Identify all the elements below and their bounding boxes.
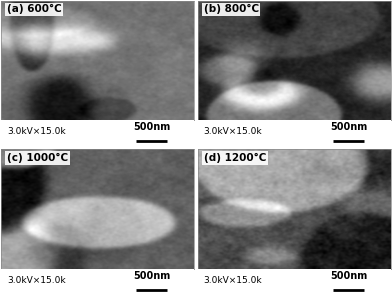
Text: 500nm: 500nm [133, 122, 170, 132]
Text: (d) 1200°C: (d) 1200°C [204, 153, 266, 163]
Text: 500nm: 500nm [330, 271, 367, 281]
Text: 3.0kV×15.0k: 3.0kV×15.0k [7, 127, 65, 136]
Text: 3.0kV×15.0k: 3.0kV×15.0k [204, 127, 262, 136]
Text: (a) 600°C: (a) 600°C [7, 4, 62, 14]
Text: 3.0kV×15.0k: 3.0kV×15.0k [7, 276, 65, 285]
Text: (c) 1000°C: (c) 1000°C [7, 153, 68, 163]
Text: 500nm: 500nm [330, 122, 367, 132]
Text: 500nm: 500nm [133, 271, 170, 281]
Text: 3.0kV×15.0k: 3.0kV×15.0k [204, 276, 262, 285]
Text: (b) 800°C: (b) 800°C [204, 4, 259, 14]
